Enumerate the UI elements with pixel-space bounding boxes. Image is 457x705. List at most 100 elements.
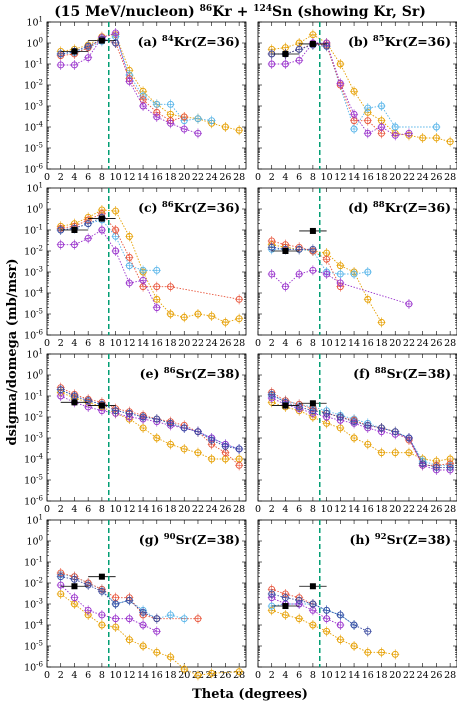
y-tick-mantissa: 10 <box>24 247 36 258</box>
data-point-navy <box>309 600 317 608</box>
x-tick-label: 14 <box>137 504 149 515</box>
y-tick-exponent: -4 <box>36 121 43 129</box>
x-tick-label: 12 <box>334 172 346 183</box>
plot-frame <box>257 353 457 502</box>
data-point-purple <box>57 581 65 589</box>
y-tick-label: 10-5 <box>24 142 43 155</box>
y-tick-mantissa: 10 <box>24 289 36 300</box>
y-tick-exponent: 1 <box>39 348 43 356</box>
y-tick-exponent: -4 <box>36 453 43 461</box>
x-tick-label: 8 <box>99 504 105 515</box>
data-point-purple <box>153 627 161 635</box>
x-tick-label: 2 <box>58 338 64 349</box>
x-tick-label: 26 <box>219 338 231 349</box>
data-point-purple <box>268 270 276 278</box>
data-point-purple <box>98 226 106 234</box>
data-point-navy <box>208 436 216 444</box>
data-point-navy <box>336 413 344 421</box>
x-tick-label: 24 <box>417 338 429 349</box>
x-tick-label: 4 <box>282 338 288 349</box>
series-line-navy <box>271 246 313 250</box>
x-tick-label: 26 <box>430 338 442 349</box>
x-tick-label: 22 <box>192 338 204 349</box>
x-tick-label: 14 <box>137 670 149 681</box>
data-point-orange <box>194 449 202 457</box>
reference-point <box>98 573 105 580</box>
x-tick-label: 10 <box>321 338 333 349</box>
x-tick-label: 28 <box>233 338 245 349</box>
x-tick-label: 20 <box>389 172 401 183</box>
title-text-part: Kr + <box>212 4 253 20</box>
data-point-navy <box>268 590 276 598</box>
x-tick-label: 28 <box>444 172 456 183</box>
x-tick-label: 12 <box>123 670 135 681</box>
data-point-purple <box>57 241 65 249</box>
series-line-red <box>60 38 185 122</box>
panel-label-nuclide: Kr(Z=36) <box>385 34 451 49</box>
reference-point <box>71 583 78 590</box>
x-tick-label: 12 <box>123 338 135 349</box>
data-point-purple <box>281 60 289 68</box>
x-tick-label: 10 <box>110 670 122 681</box>
y-tick-label: 10-1 <box>24 58 43 71</box>
data-point-purple <box>323 270 331 278</box>
data-point-orange <box>167 653 174 661</box>
series-line-orange <box>271 34 451 143</box>
y-tick-mantissa: 10 <box>26 350 38 361</box>
y-tick-mantissa: 10 <box>24 226 36 237</box>
data-point-purple <box>112 615 120 623</box>
data-point-orange <box>378 318 385 326</box>
y-tick-label: 10-3 <box>24 432 43 445</box>
x-tick-label: 20 <box>178 504 190 515</box>
x-tick-label: 22 <box>403 670 415 681</box>
data-point-navy <box>180 424 188 432</box>
panel-label: (c) 86Kr(Z=36) <box>138 200 240 215</box>
y-tick-mantissa: 10 <box>24 102 36 113</box>
y-tick-label: 10-3 <box>24 598 43 611</box>
x-tick-label: 4 <box>282 172 288 183</box>
data-point-blue <box>378 102 385 110</box>
panel: 0 2 4 6 8 10 12 14 16 18 20 22 24 26 28(b) 85Kr(Z=36) <box>255 21 457 183</box>
x-tick-label: 10 <box>321 172 333 183</box>
x-tick-label: 20 <box>389 504 401 515</box>
series-line-red <box>60 213 240 300</box>
data-point-red <box>125 253 133 261</box>
data-point-orange <box>235 668 243 676</box>
data-point-blue <box>167 611 174 619</box>
panel-label-prefix: (d) <box>348 200 373 215</box>
data-point-orange <box>391 449 399 457</box>
x-tick-label: 2 <box>58 504 64 515</box>
x-tick-label: 18 <box>375 504 387 515</box>
data-point-navy <box>125 409 133 417</box>
data-point-navy <box>323 606 331 614</box>
y-tick-label: 10-6 <box>24 495 43 508</box>
x-tick-label: 2 <box>269 504 275 515</box>
y-tick-label: 10-6 <box>24 163 43 176</box>
x-tick-label: 8 <box>99 670 105 681</box>
x-tick-label: 20 <box>389 338 401 349</box>
panel-label: (g) 90Sr(Z=38) <box>139 532 240 547</box>
y-tick-label: 10-1 <box>24 390 43 403</box>
reference-point <box>309 583 316 590</box>
data-point-blue <box>350 270 358 278</box>
x-tick-label: 12 <box>334 670 346 681</box>
data-point-navy <box>309 407 317 415</box>
y-tick-label: 10-4 <box>24 121 43 134</box>
x-tick-label: 14 <box>348 338 360 349</box>
data-point-navy <box>153 615 161 623</box>
panel-label-prefix: (f) <box>353 366 375 381</box>
x-tick-label: 24 <box>417 172 429 183</box>
y-tick-mantissa: 10 <box>26 537 38 548</box>
y-tick-mantissa: 10 <box>24 600 36 611</box>
data-point-navy <box>70 392 78 400</box>
y-tick-label: 100 <box>26 535 43 548</box>
panel-label-nuclide: Sr(Z=38) <box>176 366 240 381</box>
x-tick-label: 6 <box>296 338 302 349</box>
x-tick-label: 14 <box>137 338 149 349</box>
panel-label: (b) 85Kr(Z=36) <box>348 34 451 49</box>
x-tick-label: 14 <box>348 172 360 183</box>
y-tick-mantissa: 10 <box>24 558 36 569</box>
data-point-purple <box>112 29 120 37</box>
reference-point <box>98 37 105 44</box>
